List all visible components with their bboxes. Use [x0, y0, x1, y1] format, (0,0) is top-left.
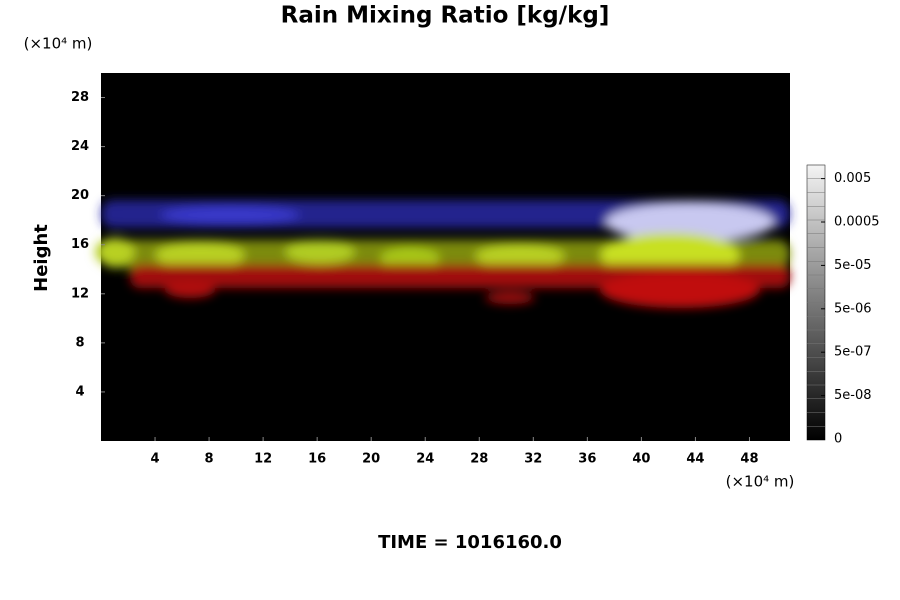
colorbar-tick-label: 5e-06: [834, 301, 872, 316]
x-tick-label: 28: [470, 452, 488, 467]
y-unit: (×10⁴ m): [24, 35, 93, 53]
y-tick-label: 4: [75, 384, 84, 399]
x-tick-label: 44: [686, 452, 704, 467]
y-tick-label: 24: [71, 139, 89, 154]
y-tick-label: 12: [71, 286, 89, 301]
x-tick-label: 36: [578, 452, 596, 467]
x-tick-label: 24: [416, 452, 434, 467]
colorbar-tick-label: 0: [834, 432, 842, 447]
y-tick-label: 20: [71, 188, 89, 203]
colorbar-tick-label: 0.0005: [834, 215, 880, 230]
x-tick-label: 12: [254, 452, 272, 467]
y-axis-label: Height: [31, 224, 52, 292]
x-tick-label: 48: [740, 452, 758, 467]
rain-field: [95, 200, 790, 308]
y-tick-label: 16: [71, 237, 89, 252]
time-label: TIME = 1016160.0: [378, 532, 562, 553]
chart-title: Rain Mixing Ratio [kg/kg]: [281, 3, 610, 29]
x-tick-label: 4: [151, 452, 160, 467]
colorbar-tick-label: 5e-05: [834, 258, 872, 273]
x-tick-label: 16: [308, 452, 326, 467]
colorbar-tick-label: 5e-07: [834, 345, 872, 360]
y-tick-label: 8: [75, 335, 84, 350]
x-tick-label: 40: [632, 452, 650, 467]
colorbar: [806, 164, 826, 441]
colorbar-tick-label: 0.005: [834, 171, 871, 186]
y-tick-label: 28: [71, 90, 89, 105]
x-tick-label: 8: [205, 452, 214, 467]
x-tick-label: 32: [524, 452, 542, 467]
x-unit: (×10⁴ m): [726, 473, 795, 491]
colorbar-tick-label: 5e-08: [834, 388, 872, 403]
x-tick-label: 20: [362, 452, 380, 467]
